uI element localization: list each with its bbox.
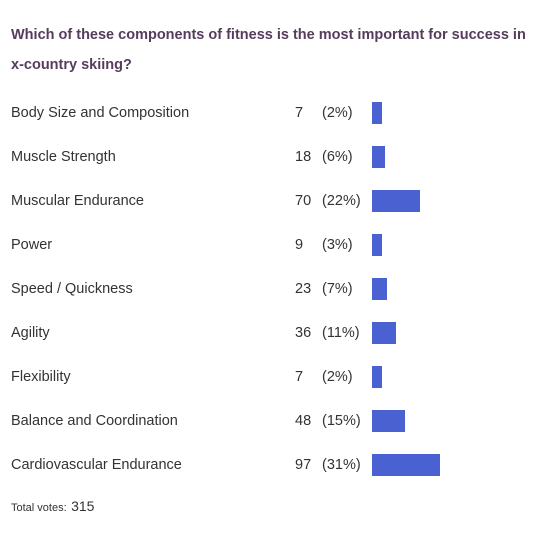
vote-percent: (11%) xyxy=(322,325,360,341)
total-votes-value: 315 xyxy=(71,498,95,514)
vote-percent: (3%) xyxy=(322,237,353,253)
poll-row: Speed / Quickness 23 (7%) xyxy=(0,266,538,310)
vote-percent: (6%) xyxy=(322,149,353,165)
vote-count: 23 xyxy=(295,281,312,297)
result-bar xyxy=(372,146,385,168)
result-bar xyxy=(372,234,382,256)
answer-label: Muscular Endurance xyxy=(11,193,144,209)
answer-label: Agility xyxy=(11,325,50,341)
vote-count: 18 xyxy=(295,149,312,165)
vote-percent: (7%) xyxy=(322,281,353,297)
poll-row: Flexibility 7 (2%) xyxy=(0,354,538,398)
result-bar xyxy=(372,102,382,124)
answer-label: Muscle Strength xyxy=(11,149,116,165)
vote-count: 70 xyxy=(295,193,312,209)
vote-percent: (15%) xyxy=(322,413,361,429)
vote-percent: (2%) xyxy=(322,369,353,385)
total-votes: Total votes: 315 xyxy=(11,498,94,516)
poll-row: Cardiovascular Endurance 97 (31%) xyxy=(0,442,538,486)
poll-row: Power 9 (3%) xyxy=(0,222,538,266)
poll-row: Body Size and Composition 7 (2%) xyxy=(0,90,538,134)
vote-count: 7 xyxy=(295,369,304,385)
vote-count: 7 xyxy=(295,105,304,121)
answer-label: Speed / Quickness xyxy=(11,281,133,297)
poll-row: Muscle Strength 18 (6%) xyxy=(0,134,538,178)
result-bar xyxy=(372,322,396,344)
poll-row: Balance and Coordination 48 (15%) xyxy=(0,398,538,442)
answer-label: Power xyxy=(11,237,53,253)
vote-count: 48 xyxy=(295,413,312,429)
vote-percent: (2%) xyxy=(322,105,353,121)
vote-percent: (31%) xyxy=(322,457,361,473)
vote-percent: (22%) xyxy=(322,193,361,209)
answer-label: Balance and Coordination xyxy=(11,413,178,429)
answer-label: Body Size and Composition xyxy=(11,105,190,121)
answer-label: Flexibility xyxy=(11,369,71,385)
result-bar xyxy=(372,454,440,476)
result-bar xyxy=(372,190,420,212)
vote-count: 97 xyxy=(295,457,312,473)
poll-row: Agility 36 (11%) xyxy=(0,310,538,354)
result-bar xyxy=(372,410,405,432)
poll-row: Muscular Endurance 70 (22%) xyxy=(0,178,538,222)
poll-question: Which of these components of fitness is … xyxy=(11,27,526,73)
vote-count: 9 xyxy=(295,237,304,253)
result-bar xyxy=(372,278,387,300)
vote-count: 36 xyxy=(295,325,312,341)
result-bar xyxy=(372,366,382,388)
total-votes-label: Total votes: xyxy=(11,502,67,514)
answer-label: Cardiovascular Endurance xyxy=(11,457,182,473)
